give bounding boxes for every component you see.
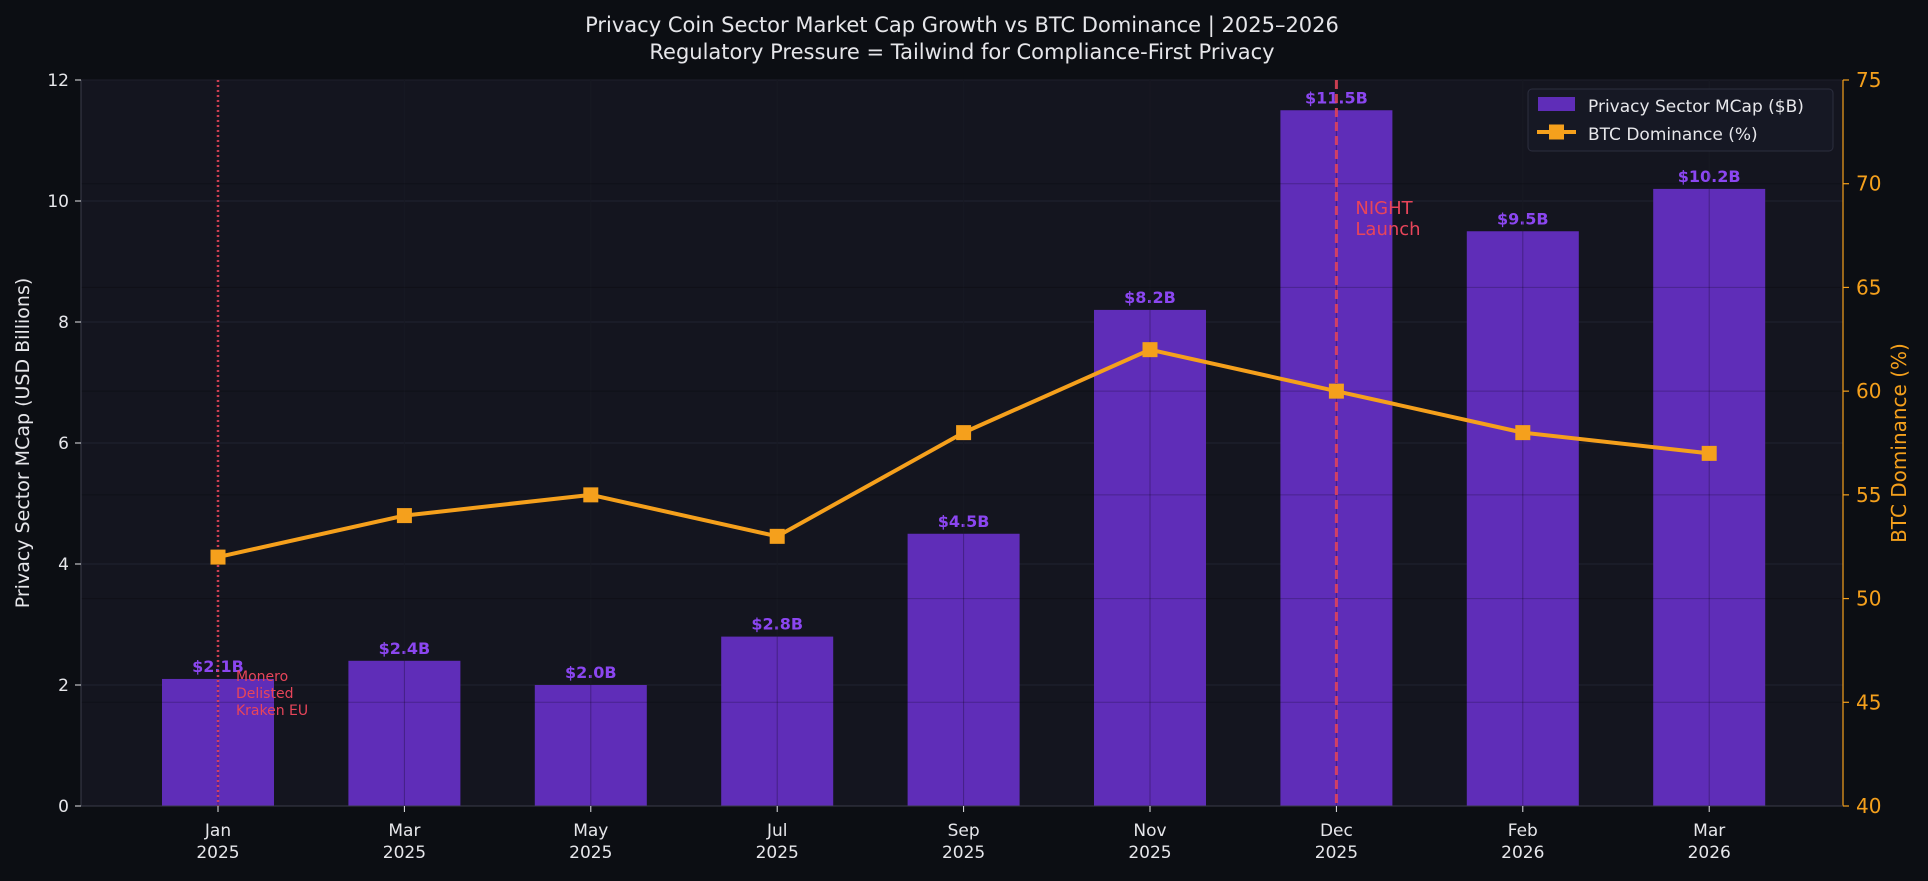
annotation-label: Kraken EU bbox=[236, 703, 308, 719]
legend: Privacy Sector MCap ($B) BTC Dominance (%… bbox=[1527, 88, 1834, 152]
y-axis-left-label: Privacy Sector MCap (USD Billions) bbox=[12, 278, 34, 609]
line-point bbox=[210, 549, 226, 565]
legend-label-bar: Privacy Sector MCap ($B) bbox=[1588, 97, 1804, 117]
x-tick-label-month: Mar bbox=[388, 821, 420, 841]
y2-tick-label: 50 bbox=[1856, 587, 1881, 611]
bar-value-label: $10.2B bbox=[1678, 167, 1741, 186]
bar bbox=[348, 660, 461, 806]
x-tick-label-year: 2025 bbox=[756, 843, 799, 863]
x-tick-label-month: Sep bbox=[948, 821, 980, 841]
x-tick-label-month: Jan bbox=[204, 821, 231, 841]
bar-value-label: $8.2B bbox=[1124, 288, 1176, 307]
legend-swatch-marker bbox=[1549, 124, 1564, 140]
x-tick-label-year: 2025 bbox=[942, 843, 985, 863]
annotation-label: Delisted bbox=[236, 686, 293, 702]
annotation-label: NIGHT bbox=[1355, 198, 1413, 219]
y-axis-right: 40 45 50 55 60 65 70 75 BTC Dominance (%) bbox=[1842, 68, 1911, 818]
annotation-label: Launch bbox=[1355, 219, 1420, 240]
line-point bbox=[1328, 383, 1344, 399]
x-tick-label-year: 2026 bbox=[1501, 843, 1544, 863]
bar bbox=[907, 533, 1020, 806]
legend-swatch-bar bbox=[1538, 97, 1575, 111]
y2-tick-label: 65 bbox=[1856, 275, 1881, 299]
line-point bbox=[1515, 425, 1531, 441]
y2-tick-label: 55 bbox=[1856, 483, 1881, 507]
y-tick-label: 12 bbox=[47, 71, 69, 91]
chart-title: Privacy Coin Sector Market Cap Growth vs… bbox=[585, 13, 1339, 38]
y-tick-label: 6 bbox=[58, 434, 69, 454]
x-tick-label-year: 2025 bbox=[196, 843, 239, 863]
y-tick-label: 10 bbox=[47, 192, 69, 212]
legend-box bbox=[1527, 88, 1834, 152]
y-tick-label: 0 bbox=[58, 797, 69, 817]
plot-area: $2.1B$2.4B$2.0B$2.8B$4.5B$8.2B$11.5B$9.5… bbox=[12, 68, 1911, 863]
x-tick-label-month: Dec bbox=[1320, 821, 1353, 841]
bar bbox=[1653, 188, 1766, 806]
bar-value-label: $2.4B bbox=[379, 639, 431, 658]
bar-series: $2.1B$2.4B$2.0B$2.8B$4.5B$8.2B$11.5B$9.5… bbox=[162, 88, 1766, 806]
y-tick-label: 4 bbox=[58, 555, 69, 575]
x-tick-label-month: Feb bbox=[1508, 821, 1538, 841]
y2-tick-label: 70 bbox=[1856, 172, 1881, 196]
y-axis-left: 0 2 4 6 8 10 12 Privacy Sector MCap (USD Billio… bbox=[12, 71, 82, 817]
line-point bbox=[583, 487, 599, 503]
bar bbox=[1094, 309, 1206, 806]
y2-tick-label: 40 bbox=[1856, 794, 1881, 818]
x-tick-label-month: Nov bbox=[1133, 821, 1166, 841]
bar-value-label: $2.0B bbox=[565, 663, 617, 682]
y-tick-label: 8 bbox=[58, 313, 69, 333]
line-point bbox=[396, 508, 412, 524]
x-tick-label-year: 2026 bbox=[1688, 843, 1731, 863]
x-tick-label-year: 2025 bbox=[383, 843, 426, 863]
x-tick-label-month: Mar bbox=[1693, 821, 1725, 841]
bar bbox=[721, 636, 834, 806]
bar-value-label: $9.5B bbox=[1497, 209, 1549, 228]
bar-value-label: $4.5B bbox=[938, 512, 990, 531]
line-point bbox=[769, 528, 785, 544]
bar bbox=[1466, 231, 1579, 806]
x-tick-label-month: May bbox=[573, 821, 608, 841]
y-axis-right-label: BTC Dominance (%) bbox=[1887, 343, 1911, 543]
x-tick-label-year: 2025 bbox=[1128, 843, 1171, 863]
bar bbox=[534, 685, 647, 806]
x-tick-label-year: 2025 bbox=[569, 843, 612, 863]
x-tick-label-year: 2025 bbox=[1315, 843, 1358, 863]
annotation-label: Monero bbox=[236, 669, 288, 685]
x-tick-label-month: Jul bbox=[766, 821, 788, 841]
y-tick-label: 2 bbox=[58, 676, 69, 696]
bar-value-label: $2.8B bbox=[751, 615, 803, 634]
line-point bbox=[1142, 342, 1158, 358]
x-axis: Jan2025Mar2025May2025Jul2025Sep2025Nov20… bbox=[81, 805, 1843, 863]
line-point bbox=[1701, 445, 1717, 461]
line-point bbox=[956, 425, 972, 441]
chart-subtitle: Regulatory Pressure = Tailwind for Compl… bbox=[649, 40, 1274, 64]
y2-tick-label: 75 bbox=[1856, 68, 1881, 92]
y2-tick-label: 60 bbox=[1856, 379, 1881, 403]
y2-tick-label: 45 bbox=[1856, 690, 1881, 714]
legend-label-line: BTC Dominance (%) bbox=[1588, 125, 1758, 145]
line-series bbox=[210, 342, 1717, 565]
